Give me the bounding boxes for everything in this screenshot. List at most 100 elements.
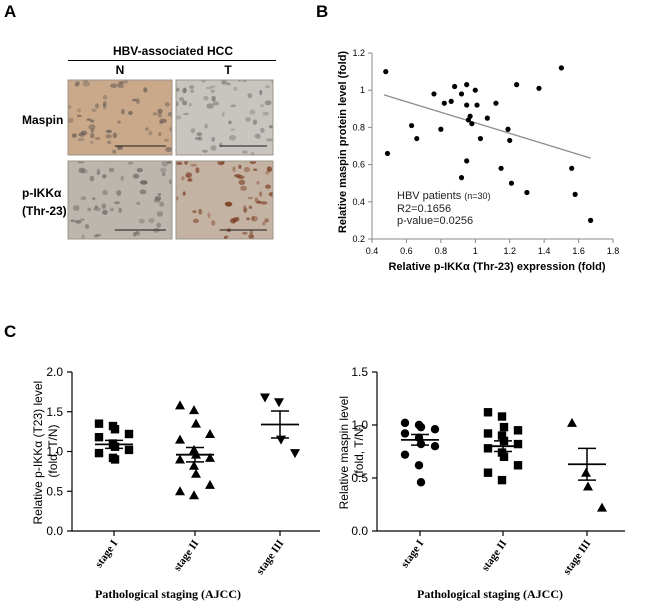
data-point bbox=[483, 444, 493, 453]
data-point bbox=[497, 431, 507, 440]
y-tick-label: 0.0 bbox=[351, 524, 368, 538]
x-tick-label: stage II bbox=[479, 538, 509, 574]
data-point bbox=[507, 137, 513, 144]
panel-letter-c: C bbox=[4, 322, 17, 341]
data-point bbox=[483, 468, 493, 477]
data-point bbox=[464, 102, 470, 108]
y-tick-label: 1.2 bbox=[352, 48, 365, 58]
annotation-r2: R2=0.1656 bbox=[397, 203, 451, 215]
data-point bbox=[414, 135, 420, 142]
data-point bbox=[175, 400, 185, 410]
data-point bbox=[110, 425, 120, 434]
data-point bbox=[191, 468, 201, 478]
row-label-maspin: Maspin bbox=[22, 113, 64, 127]
x-tick-label: stage I bbox=[399, 538, 427, 570]
data-point bbox=[497, 475, 507, 485]
x-tick-label: 1.2 bbox=[503, 246, 516, 256]
data-point bbox=[416, 478, 426, 487]
data-point bbox=[175, 454, 185, 464]
x-axis-label: Pathological staging (AJCC) bbox=[95, 587, 241, 601]
data-point bbox=[513, 461, 523, 470]
y-tick-label: 0.8 bbox=[352, 122, 365, 132]
y-axis-label: Relative maspin protein level (fold) bbox=[337, 51, 349, 233]
data-point bbox=[588, 217, 594, 223]
data-point bbox=[441, 100, 447, 106]
data-point bbox=[567, 417, 577, 427]
tile-pikka-normal bbox=[67, 160, 173, 240]
y-tick-label: 2.0 bbox=[46, 365, 63, 379]
data-point bbox=[513, 439, 523, 449]
data-point bbox=[513, 426, 523, 435]
data-point bbox=[536, 85, 542, 91]
data-point bbox=[524, 189, 530, 196]
data-point bbox=[205, 452, 215, 462]
data-point bbox=[384, 150, 391, 157]
data-point bbox=[189, 490, 199, 500]
row-label-pikka: p-IKKα bbox=[22, 186, 62, 200]
column-label-n: N bbox=[115, 63, 125, 77]
y-tick-label: 1 bbox=[360, 85, 365, 95]
data-point bbox=[408, 122, 415, 129]
data-point bbox=[493, 100, 499, 106]
data-point bbox=[383, 69, 389, 75]
data-point bbox=[458, 91, 465, 97]
data-point bbox=[469, 121, 475, 127]
data-point bbox=[124, 445, 134, 455]
data-point bbox=[464, 82, 470, 88]
data-point bbox=[175, 486, 185, 496]
data-point bbox=[438, 126, 444, 132]
x-tick-label: 0.6 bbox=[400, 246, 413, 256]
data-point bbox=[569, 165, 575, 171]
x-tick-label: stage III bbox=[561, 538, 593, 577]
y-tick-label: 1.0 bbox=[46, 445, 63, 459]
data-point bbox=[430, 442, 440, 451]
data-point bbox=[498, 165, 504, 171]
tile-pikka-tumor bbox=[175, 160, 274, 240]
data-point bbox=[497, 448, 507, 457]
annotation-hbv: HBV patients (n=30) bbox=[397, 190, 491, 202]
x-tick-label: 1.6 bbox=[572, 246, 585, 256]
data-point bbox=[416, 422, 426, 432]
data-point bbox=[110, 442, 120, 451]
annotation-pvalue: p-value=0.0256 bbox=[397, 215, 473, 227]
row-label-thr23: (Thr-23) bbox=[22, 204, 67, 218]
data-point bbox=[572, 191, 578, 197]
data-point bbox=[497, 412, 507, 421]
x-axis-label: Pathological staging (AJCC) bbox=[417, 587, 563, 601]
data-point bbox=[581, 467, 591, 477]
column-label-t: T bbox=[224, 63, 232, 77]
y-tick-label: 1.5 bbox=[46, 405, 63, 419]
x-tick-label: 0.4 bbox=[366, 246, 379, 256]
data-point bbox=[448, 98, 454, 104]
tile-maspin-normal bbox=[67, 79, 173, 156]
data-point bbox=[464, 158, 470, 164]
data-point bbox=[483, 429, 493, 438]
y-tick-label: 0.6 bbox=[352, 160, 365, 170]
data-point bbox=[514, 82, 520, 88]
y-tick-label: 1.5 bbox=[351, 365, 368, 379]
data-point bbox=[467, 113, 473, 119]
y-axis-label: Relative p-IKKα (T23) level (fold, T/N) bbox=[31, 378, 60, 525]
data-point bbox=[124, 429, 134, 439]
x-tick-label: 1.8 bbox=[607, 246, 620, 256]
data-point bbox=[175, 434, 185, 444]
data-point bbox=[477, 135, 484, 142]
data-point bbox=[205, 479, 215, 489]
x-tick-label: 0.8 bbox=[435, 246, 448, 256]
y-axis-label: Relative maspin level (fold, T/N) bbox=[337, 393, 366, 510]
x-tick-label: 1.4 bbox=[538, 246, 551, 256]
data-point bbox=[431, 91, 437, 97]
data-point bbox=[508, 180, 515, 186]
data-point bbox=[583, 481, 593, 491]
panel-letter-b: B bbox=[316, 2, 329, 21]
data-point bbox=[458, 175, 465, 181]
data-point bbox=[452, 83, 458, 90]
trendline bbox=[383, 94, 591, 159]
data-point bbox=[290, 449, 300, 459]
data-point bbox=[94, 432, 104, 442]
y-tick-label: 0.4 bbox=[352, 197, 365, 207]
